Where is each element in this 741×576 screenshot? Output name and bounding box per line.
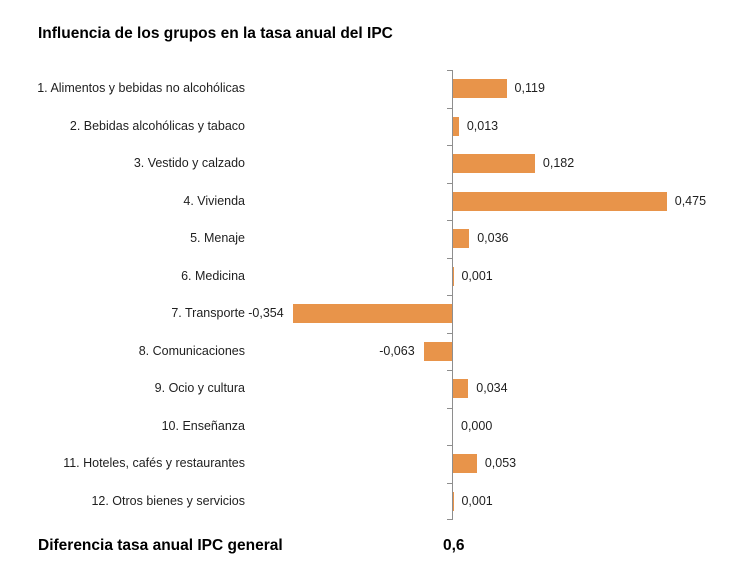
chart-title: Influencia de los grupos en la tasa anua… <box>38 25 393 42</box>
axis-tick <box>447 445 452 446</box>
category-label: 9. Ocio y cultura <box>154 381 245 395</box>
chart-row: 7. Transporte -0,354 <box>0 295 741 333</box>
bar <box>453 266 454 286</box>
chart-row: 1. Alimentos y bebidas no alcohólicas 0,1… <box>0 70 741 108</box>
axis-tick <box>447 257 452 259</box>
axis-tick <box>447 295 452 296</box>
category-label: 3. Vestido y calzado <box>133 156 245 170</box>
axis-tick <box>447 220 452 221</box>
footer-value: 0,6 <box>443 537 465 554</box>
chart-row: 4. Vivienda 0,475 <box>0 183 741 221</box>
category-label: 5. Menaje <box>190 231 245 245</box>
axis-tick <box>447 182 452 184</box>
plot-area: 1. Alimentos y bebidas no alcohólicas 0,1… <box>0 70 741 520</box>
bar <box>453 454 477 474</box>
value-label: -0,354 <box>248 306 284 320</box>
footer-label: Diferencia tasa anual IPC general <box>38 537 283 554</box>
chart-row: 6. Medicina 0,001 <box>0 258 741 296</box>
bar <box>453 491 454 511</box>
category-label: 8. Comunicaciones <box>138 343 245 358</box>
value-label: 0,182 <box>542 156 575 170</box>
axis-tick <box>447 482 452 484</box>
axis-tick <box>447 407 452 409</box>
value-label: 0,475 <box>674 193 707 208</box>
chart-row: 8. Comunicaciones -0,063 <box>0 333 741 371</box>
zero-axis-line <box>452 70 453 520</box>
axis-tick <box>447 519 452 520</box>
value-label: 0,001 <box>461 493 493 508</box>
value-label: 0,053 <box>484 456 517 470</box>
bar <box>453 79 507 99</box>
bar <box>423 341 452 361</box>
bar <box>453 191 667 211</box>
value-label: -0,063 <box>379 343 415 358</box>
category-label: 1. Alimentos y bebidas no alcohólicas <box>37 81 245 95</box>
bar <box>453 154 535 174</box>
axis-tick <box>447 107 452 109</box>
bar <box>453 229 470 249</box>
category-label: 10. Enseñanza <box>161 418 245 433</box>
value-label: 0,036 <box>477 231 509 245</box>
bar <box>292 304 452 324</box>
chart-row: 12. Otros bienes y servicios 0,001 <box>0 483 741 521</box>
value-label: 0,013 <box>466 118 499 133</box>
axis-tick <box>447 145 452 146</box>
category-label: 2. Bebidas alcohólicas y tabaco <box>69 118 245 133</box>
chart-row: 3. Vestido y calzado 0,182 <box>0 145 741 183</box>
category-label: 6. Medicina <box>181 268 245 283</box>
category-label: 4. Vivienda <box>183 193 245 208</box>
category-label: 12. Otros bienes y servicios <box>91 493 245 508</box>
bar <box>453 379 469 399</box>
chart-row: 9. Ocio y cultura 0,034 <box>0 370 741 408</box>
axis-tick <box>447 70 452 71</box>
bar <box>453 116 459 136</box>
chart-row: 11. Hoteles, cafés y restaurantes 0,053 <box>0 445 741 483</box>
chart-row: 2. Bebidas alcohólicas y tabaco 0,013 <box>0 108 741 146</box>
axis-tick <box>447 332 452 334</box>
value-label: 0,119 <box>514 81 545 95</box>
chart-row: 5. Menaje 0,036 <box>0 220 741 258</box>
category-label: 7. Transporte <box>171 306 245 320</box>
value-label: 0,034 <box>476 381 508 395</box>
value-label: 0,001 <box>461 268 493 283</box>
category-label: 11. Hoteles, cafés y restaurantes <box>63 456 245 470</box>
axis-tick <box>447 370 452 371</box>
value-label: 0,000 <box>461 418 493 433</box>
chart-row: 10. Enseñanza 0,000 <box>0 408 741 446</box>
